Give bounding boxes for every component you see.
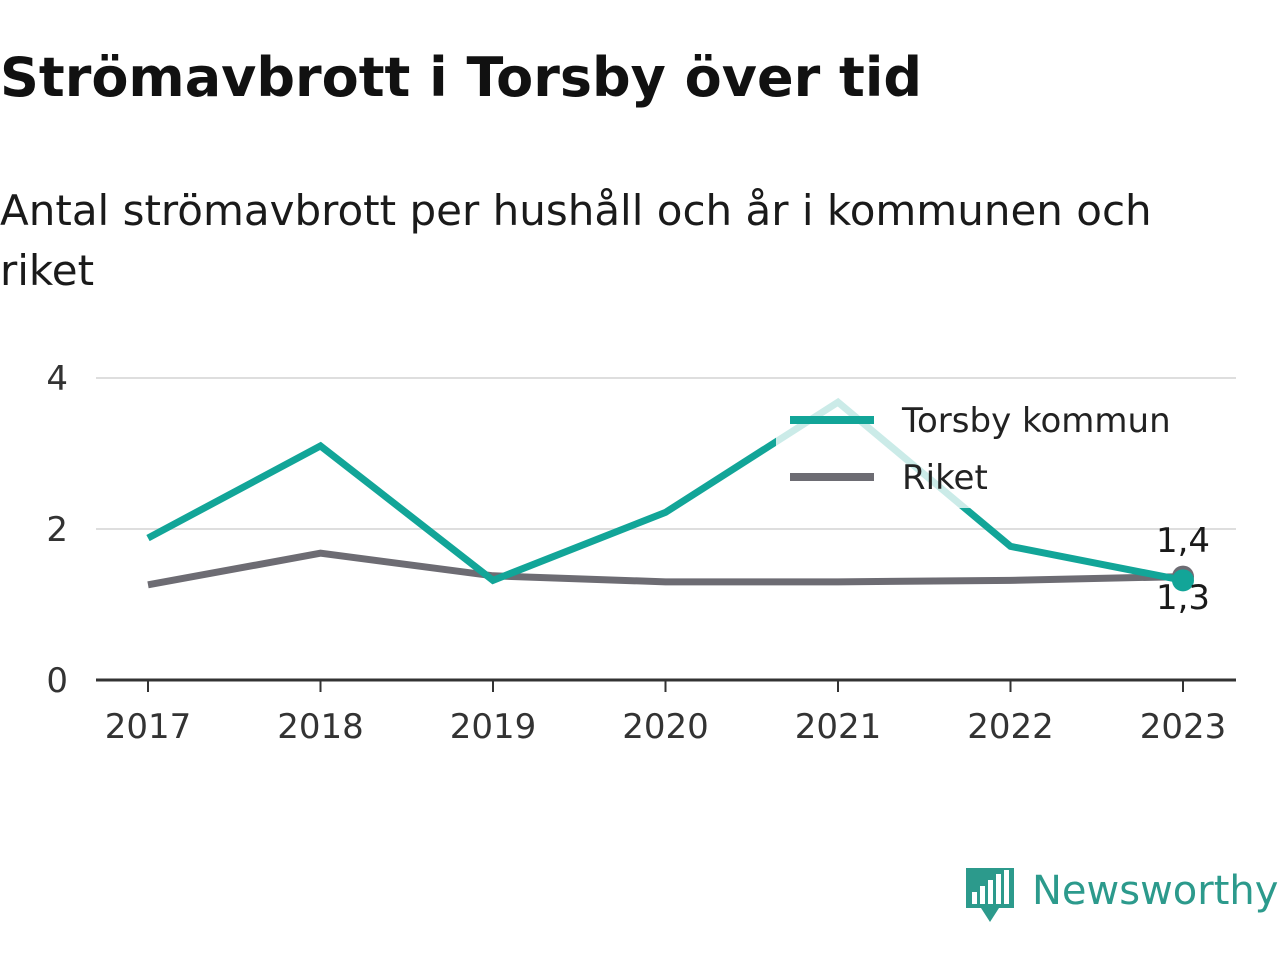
end-value-label: 1,3 bbox=[1156, 578, 1210, 618]
x-tick-label: 2018 bbox=[277, 707, 364, 747]
series-lines bbox=[146, 397, 1194, 592]
y-tick-label: 2 bbox=[46, 510, 68, 550]
legend: Torsby kommun Riket bbox=[776, 392, 1210, 508]
x-tick-label: 2020 bbox=[622, 707, 709, 747]
legend-label: Torsby kommun bbox=[901, 401, 1171, 441]
x-axis: 2017 2018 2019 2020 2021 2022 2023 bbox=[96, 678, 1236, 747]
newsworthy-brand: Newsworthy bbox=[966, 868, 1278, 922]
end-labels: 1,31,4 bbox=[1156, 521, 1210, 618]
x-tick-label: 2021 bbox=[795, 707, 882, 747]
end-value-label: 1,4 bbox=[1156, 521, 1210, 561]
chart-title: Strömavbrott i Torsby över tid bbox=[0, 46, 922, 109]
chart-subtitle-line-1: Antal strömavbrott per hushåll och år i … bbox=[0, 186, 1152, 235]
series-line bbox=[147, 549, 1184, 589]
chart-subtitle-line-2: riket bbox=[0, 246, 94, 295]
newsworthy-wordmark: Newsworthy bbox=[1032, 868, 1278, 914]
grid-lines: 0 2 4 bbox=[46, 359, 1236, 701]
x-tick-label: 2019 bbox=[450, 707, 537, 747]
x-tick-label: 2022 bbox=[967, 707, 1054, 747]
x-tick-label: 2017 bbox=[105, 707, 192, 747]
legend-label: Riket bbox=[902, 458, 988, 498]
series-end-point bbox=[1172, 569, 1194, 592]
legend-background bbox=[776, 392, 1210, 508]
series-line bbox=[146, 397, 1184, 585]
x-tick-label: 2023 bbox=[1140, 707, 1227, 747]
y-tick-label: 0 bbox=[46, 661, 68, 701]
y-tick-label: 4 bbox=[46, 359, 68, 399]
newsworthy-logo-icon bbox=[966, 868, 1014, 922]
